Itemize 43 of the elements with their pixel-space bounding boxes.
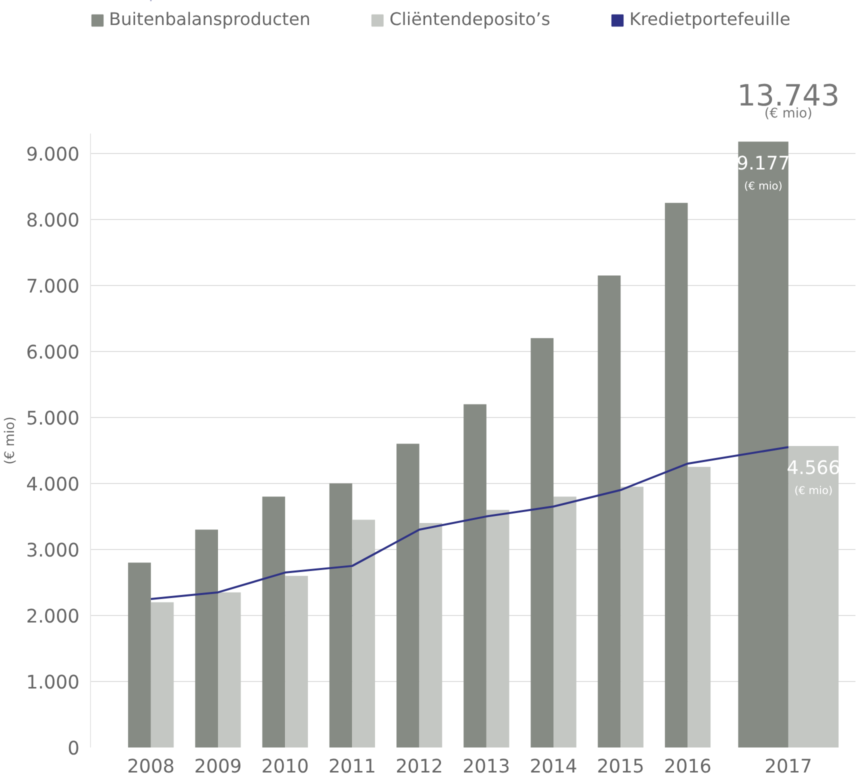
bar [195, 530, 218, 748]
bar [150, 602, 174, 748]
x-tick-label: 2012 [396, 756, 444, 778]
bar [285, 576, 308, 748]
x-tick-label: 2009 [194, 756, 242, 778]
bar [620, 486, 644, 748]
y-tick-label: 3.000 [26, 540, 80, 562]
x-tick-label: 2017 [764, 756, 812, 778]
x-tick-label: 2014 [530, 756, 578, 778]
x-tick-label: 2008 [127, 756, 175, 778]
bar [530, 338, 554, 748]
data-label: 9.177 (€ mio) [736, 154, 790, 193]
y-tick-label: 7.000 [26, 276, 80, 298]
bar [218, 592, 241, 748]
y-tick-label: 4.000 [26, 474, 80, 496]
y-tick-label: 2.000 [26, 606, 80, 628]
y-tick-label: 0 [68, 738, 80, 760]
bar [352, 520, 376, 748]
y-tick-label: 1.000 [26, 672, 80, 694]
x-tick-label: 2015 [596, 756, 644, 778]
y-tick-label: 5.000 [26, 408, 80, 430]
bar [664, 202, 688, 748]
bar [486, 510, 510, 748]
bar [419, 523, 442, 748]
x-tick-label: 2016 [664, 756, 712, 778]
bar [396, 444, 420, 748]
bar [688, 466, 711, 748]
bar [598, 275, 621, 748]
bar [554, 496, 576, 748]
legend-label: Buitenbalansproducten [109, 10, 310, 30]
bar [128, 562, 151, 748]
bar [329, 483, 352, 748]
y-axis-title: (€ mio) [3, 416, 18, 464]
x-tick-label: 2013 [462, 756, 510, 778]
y-tick-label: 9.000 [26, 144, 80, 166]
y-tick-label: 8.000 [26, 210, 80, 232]
y-tick-label: 6.000 [26, 342, 80, 364]
x-tick-label: 2010 [261, 756, 309, 778]
bar [262, 496, 286, 748]
x-tick-label: 2011 [328, 756, 376, 778]
legend-label: Kredietportefeuille [629, 10, 790, 30]
legend-label: Cliëntendeposito’s [389, 10, 550, 30]
bar [464, 404, 486, 748]
